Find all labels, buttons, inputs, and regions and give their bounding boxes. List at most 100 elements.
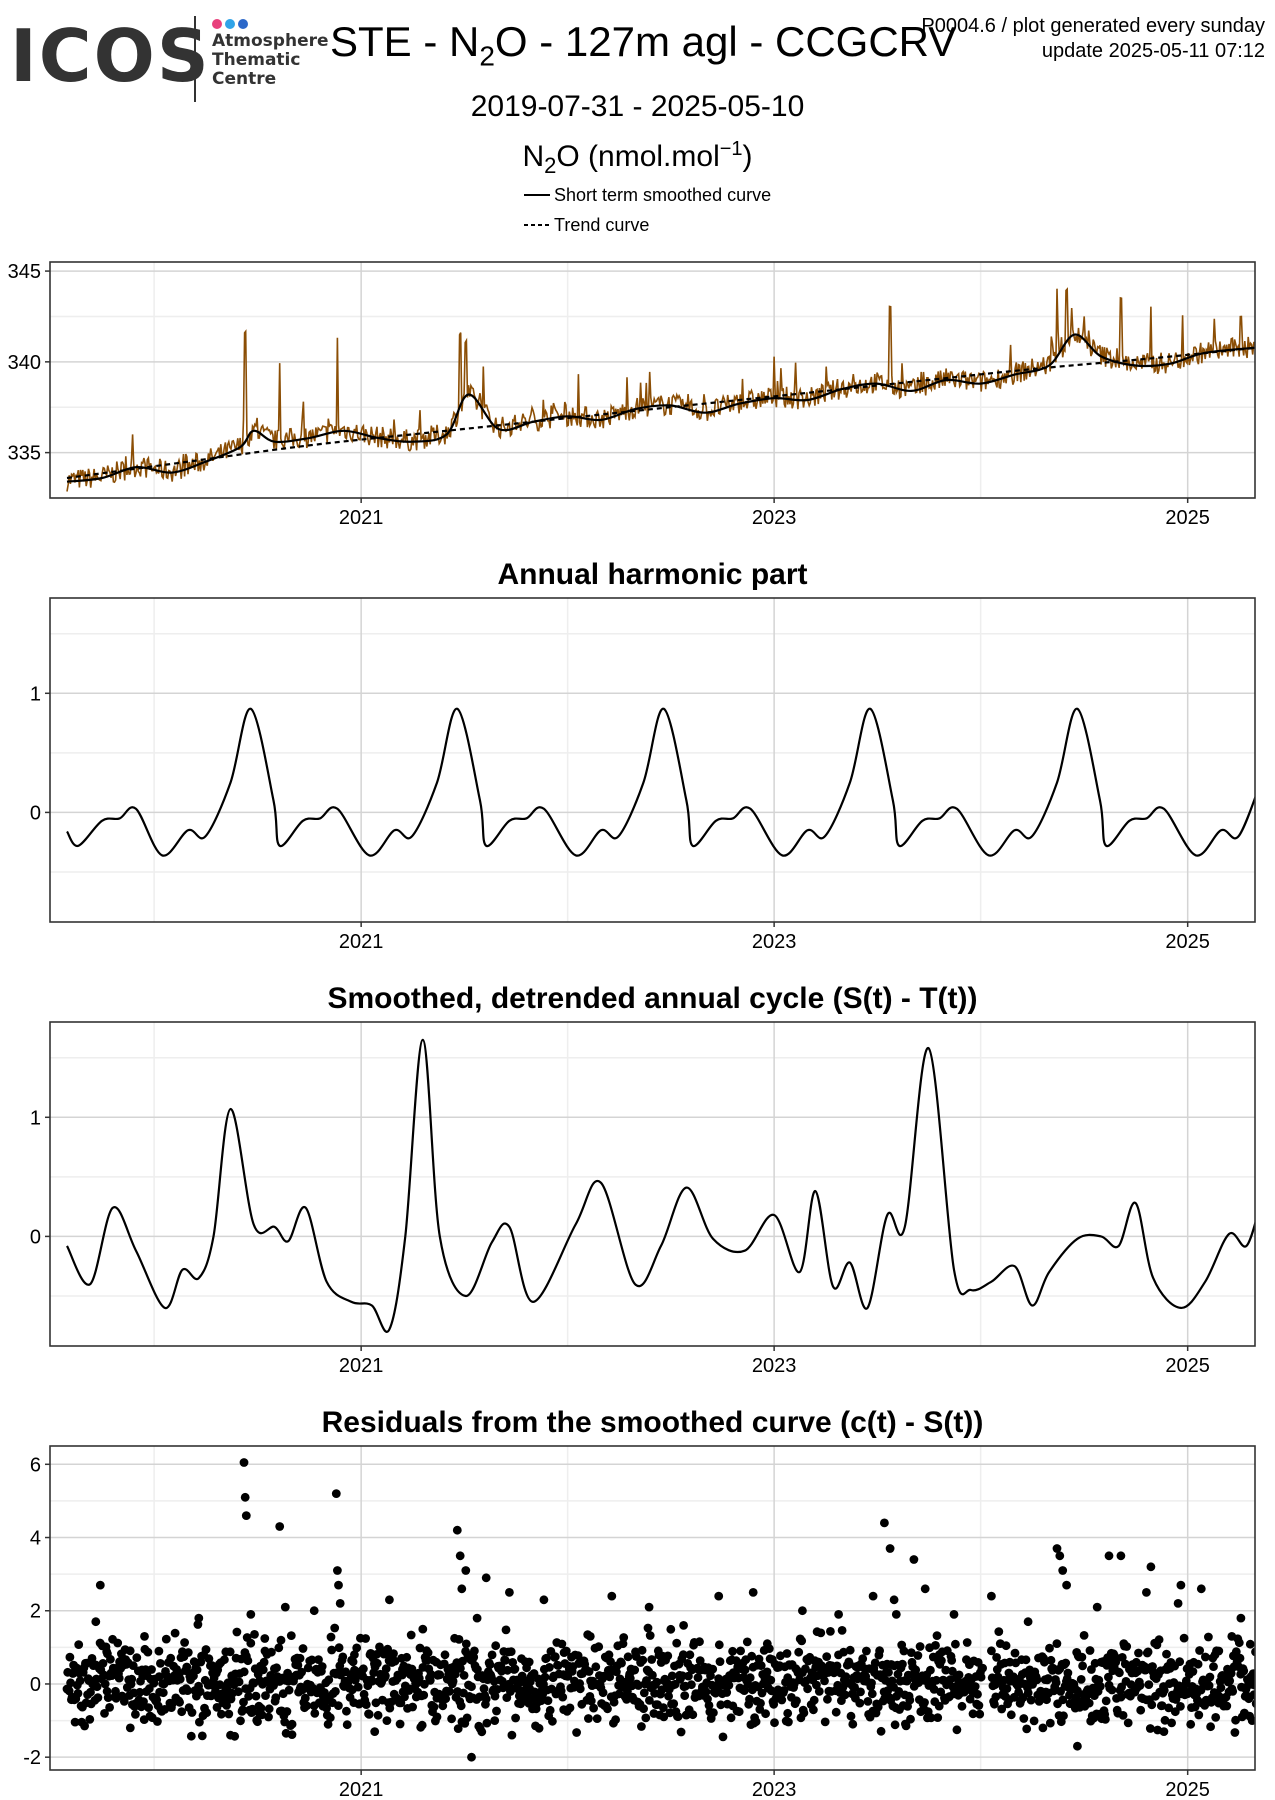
- residual-point: [175, 1674, 185, 1684]
- residual-point: [239, 1458, 249, 1467]
- residual-point: [238, 1705, 248, 1715]
- residual-point: [258, 1665, 268, 1675]
- update-line: update 2025-05-11 07:12: [1041, 40, 1265, 62]
- residual-point: [1038, 1723, 1048, 1733]
- residual-point: [194, 1613, 204, 1623]
- residual-point: [75, 1676, 85, 1686]
- residual-point: [1196, 1584, 1206, 1594]
- residual-point: [1226, 1669, 1236, 1678]
- residual-point: [334, 1701, 343, 1710]
- residual-point: [287, 1730, 297, 1739]
- residual-point: [652, 1677, 662, 1687]
- residual-point: [586, 1696, 596, 1706]
- residual-point: [754, 1654, 764, 1664]
- residual-point: [452, 1525, 462, 1535]
- residual-point: [511, 1713, 520, 1723]
- residual-point: [1214, 1646, 1224, 1656]
- residual-point: [792, 1696, 801, 1706]
- annual-harmonic-line: [66, 707, 1255, 857]
- residual-point: [951, 1639, 960, 1649]
- residual-point: [80, 1721, 89, 1731]
- residual-point: [454, 1635, 464, 1644]
- residual-point: [1176, 1580, 1186, 1590]
- residual-point: [490, 1691, 500, 1701]
- residual-point: [503, 1665, 512, 1675]
- residual-point: [714, 1591, 724, 1601]
- residual-point: [948, 1666, 957, 1676]
- residual-point: [264, 1704, 274, 1714]
- residual-point: [968, 1709, 978, 1719]
- residual-point: [250, 1630, 259, 1639]
- residual-point: [334, 1580, 343, 1590]
- residual-points: [62, 1458, 1255, 1762]
- panel-observations: 335 340 345 2021 2023 2025: [8, 261, 1256, 529]
- residual-point: [776, 1651, 785, 1661]
- residual-point: [1142, 1588, 1151, 1597]
- residual-point: [450, 1669, 460, 1679]
- residual-point: [534, 1723, 544, 1733]
- residual-point: [553, 1661, 563, 1670]
- residual-point: [672, 1638, 682, 1648]
- residual-point: [777, 1695, 787, 1705]
- residual-point: [1167, 1718, 1176, 1728]
- residual-point: [799, 1708, 809, 1718]
- residual-point: [271, 1693, 281, 1702]
- residual-point: [359, 1664, 368, 1674]
- residual-point: [1236, 1613, 1246, 1623]
- residual-point: [1101, 1715, 1110, 1724]
- residual-point: [326, 1632, 336, 1642]
- residual-point: [370, 1727, 380, 1736]
- residual-point: [837, 1626, 847, 1635]
- residual-point: [1239, 1666, 1249, 1676]
- residual-point: [114, 1673, 124, 1683]
- residual-point: [1162, 1649, 1171, 1659]
- residual-point: [217, 1709, 226, 1719]
- icos-logo-wordmark: ICOS: [10, 14, 211, 98]
- residual-point: [490, 1716, 500, 1725]
- legend-dashed-line-icon: [524, 224, 550, 226]
- residual-point: [438, 1701, 448, 1711]
- residual-point: [330, 1623, 340, 1633]
- logo-subtitle-line: Atmosphere: [212, 31, 329, 51]
- residual-point: [1045, 1643, 1054, 1653]
- residual-point: [323, 1719, 333, 1729]
- residual-point: [884, 1668, 893, 1677]
- residual-point: [718, 1732, 728, 1742]
- residual-point: [846, 1711, 856, 1721]
- residual-point: [100, 1679, 110, 1689]
- residual-point: [840, 1690, 850, 1700]
- residual-point: [85, 1715, 95, 1724]
- residual-point: [456, 1664, 465, 1673]
- residual-point: [192, 1665, 202, 1675]
- residual-point: [890, 1720, 900, 1730]
- panel-detrended-cycle: Smoothed, detrended annual cycle (S(t) -…: [30, 982, 1256, 1377]
- residual-point: [609, 1697, 619, 1707]
- logo-divider: [194, 16, 196, 102]
- residual-point: [251, 1691, 261, 1701]
- title-part: O - 127m agl - CCGCRV: [494, 18, 957, 65]
- residual-point: [708, 1664, 718, 1674]
- residual-point: [1204, 1681, 1214, 1690]
- residual-point: [309, 1606, 319, 1616]
- residual-point: [201, 1645, 211, 1654]
- residual-point: [1179, 1633, 1189, 1643]
- residual-point: [472, 1613, 482, 1623]
- residual-point: [1073, 1741, 1082, 1751]
- x-tick-label: 2023: [752, 931, 797, 953]
- residual-point: [975, 1709, 985, 1719]
- residual-point: [542, 1653, 551, 1663]
- residual-point: [73, 1689, 83, 1698]
- residual-point: [1134, 1648, 1143, 1658]
- residual-point: [92, 1682, 102, 1692]
- residual-point: [941, 1665, 951, 1675]
- residual-point: [1055, 1551, 1065, 1561]
- residual-point: [158, 1688, 168, 1698]
- panel-title: Residuals from the smoothed curve (c(t) …: [322, 1406, 984, 1439]
- residual-point: [87, 1654, 97, 1663]
- residual-point: [572, 1728, 581, 1737]
- residual-point: [728, 1701, 738, 1711]
- residual-point: [236, 1716, 245, 1726]
- residual-point: [1251, 1647, 1255, 1657]
- residual-point: [1058, 1566, 1068, 1575]
- residual-point: [647, 1655, 657, 1664]
